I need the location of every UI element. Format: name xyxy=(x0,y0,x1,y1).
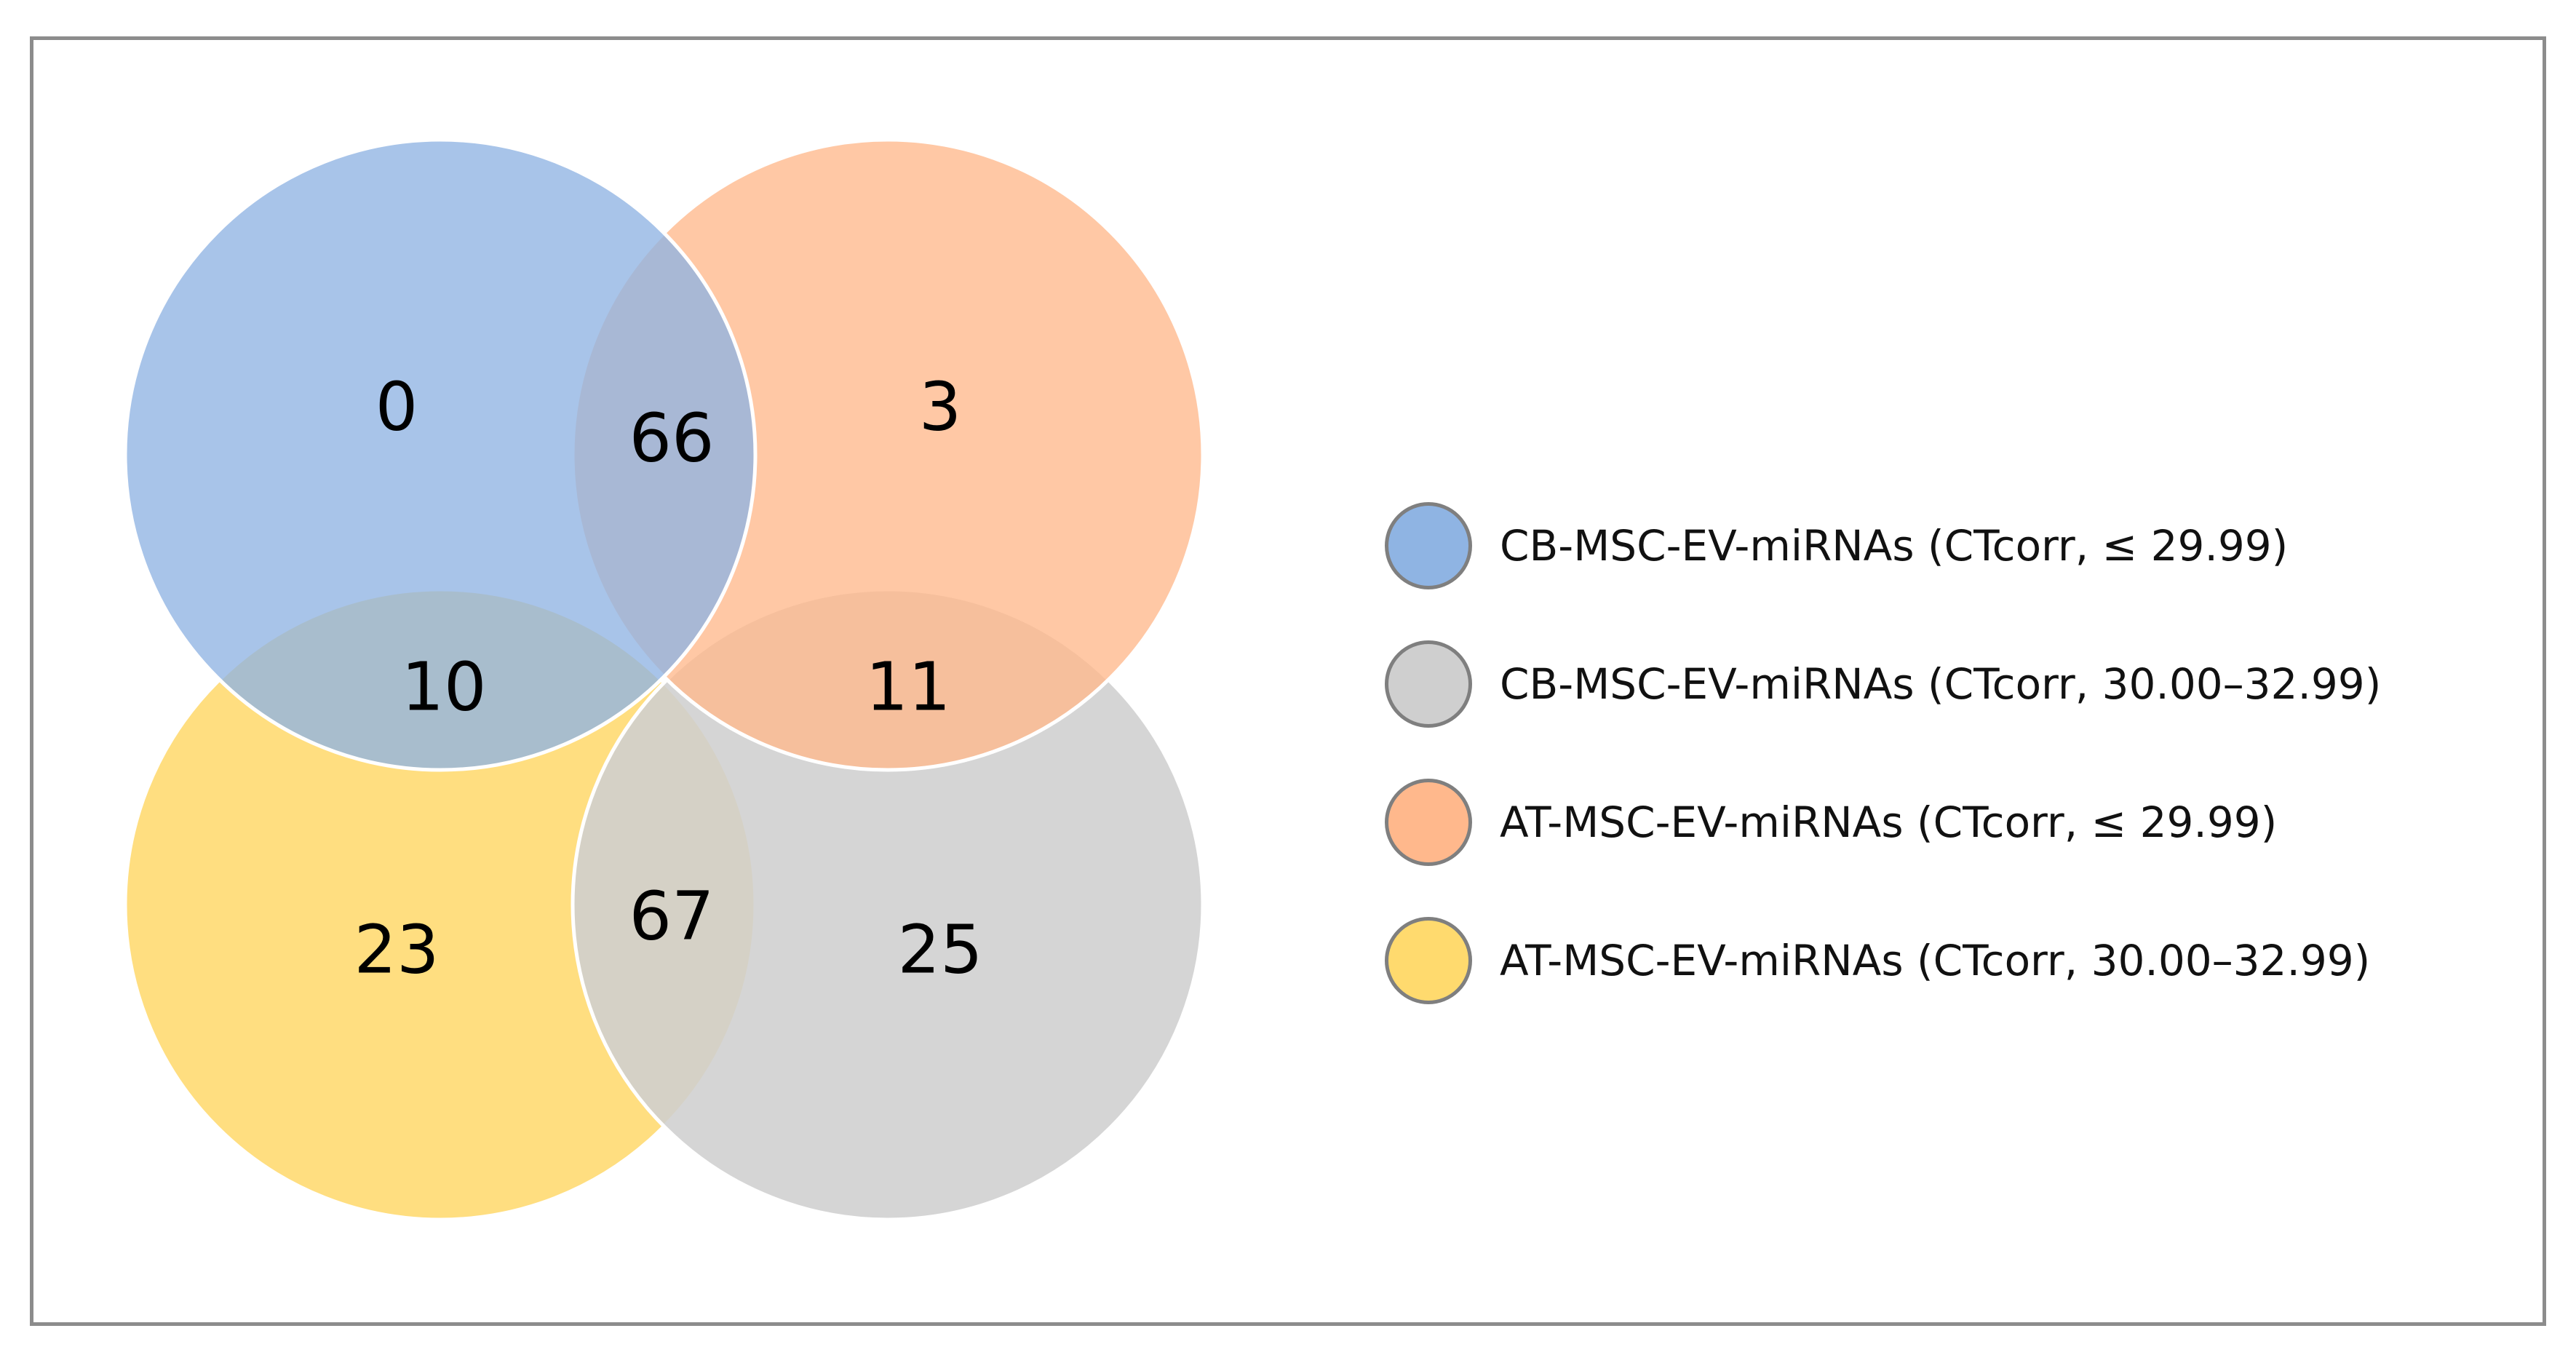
legend: CB-MSC-EV-miRNAs (CTcorr, ≤ 29.99) CB-MS… xyxy=(1385,477,2520,1030)
legend-label-cb-high: CB-MSC-EV-miRNAs (CTcorr, 30.00–32.99) xyxy=(1500,659,2382,709)
legend-label-cb-low: CB-MSC-EV-miRNAs (CTcorr, ≤ 29.99) xyxy=(1500,521,2289,571)
legend-item-at-low: AT-MSC-EV-miRNAs (CTcorr, ≤ 29.99) xyxy=(1385,753,2520,891)
legend-swatch-cb-high xyxy=(1385,640,1472,728)
legend-swatch-at-high xyxy=(1385,917,1472,1004)
count-cb-low-only: 0 xyxy=(375,367,418,445)
legend-item-cb-low: CB-MSC-EV-miRNAs (CTcorr, ≤ 29.99) xyxy=(1385,477,2520,615)
count-cb-low-at-low: 66 xyxy=(629,399,714,477)
count-at-low-only: 3 xyxy=(919,367,962,445)
legend-label-at-high: AT-MSC-EV-miRNAs (CTcorr, 30.00–32.99) xyxy=(1500,936,2371,985)
count-at-low-cb-high: 11 xyxy=(865,648,950,726)
legend-item-cb-high: CB-MSC-EV-miRNAs (CTcorr, 30.00–32.99) xyxy=(1385,615,2520,753)
set-circle-cb-low xyxy=(123,138,758,772)
legend-swatch-cb-low xyxy=(1385,502,1472,589)
count-at-high-only: 23 xyxy=(354,910,439,988)
legend-item-at-high: AT-MSC-EV-miRNAs (CTcorr, 30.00–32.99) xyxy=(1385,891,2520,1030)
legend-swatch-at-low xyxy=(1385,779,1472,866)
legend-label-at-low: AT-MSC-EV-miRNAs (CTcorr, ≤ 29.99) xyxy=(1500,798,2278,847)
count-cb-low-at-high: 10 xyxy=(401,648,486,726)
count-at-high-cb-high: 67 xyxy=(629,877,714,955)
count-cb-high-only: 25 xyxy=(897,910,982,988)
